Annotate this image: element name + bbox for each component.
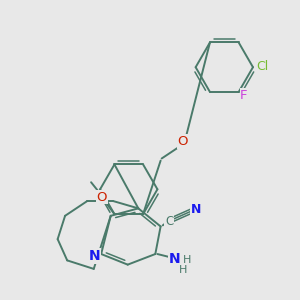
Text: F: F [240, 89, 248, 102]
Text: Cl: Cl [256, 60, 268, 73]
Text: O: O [97, 190, 107, 204]
Text: N: N [190, 203, 201, 216]
Text: H: H [183, 255, 191, 266]
Text: N: N [169, 252, 180, 266]
Text: N: N [89, 249, 100, 263]
Text: C: C [165, 214, 173, 228]
Text: O: O [178, 135, 188, 148]
Text: H: H [179, 265, 187, 275]
